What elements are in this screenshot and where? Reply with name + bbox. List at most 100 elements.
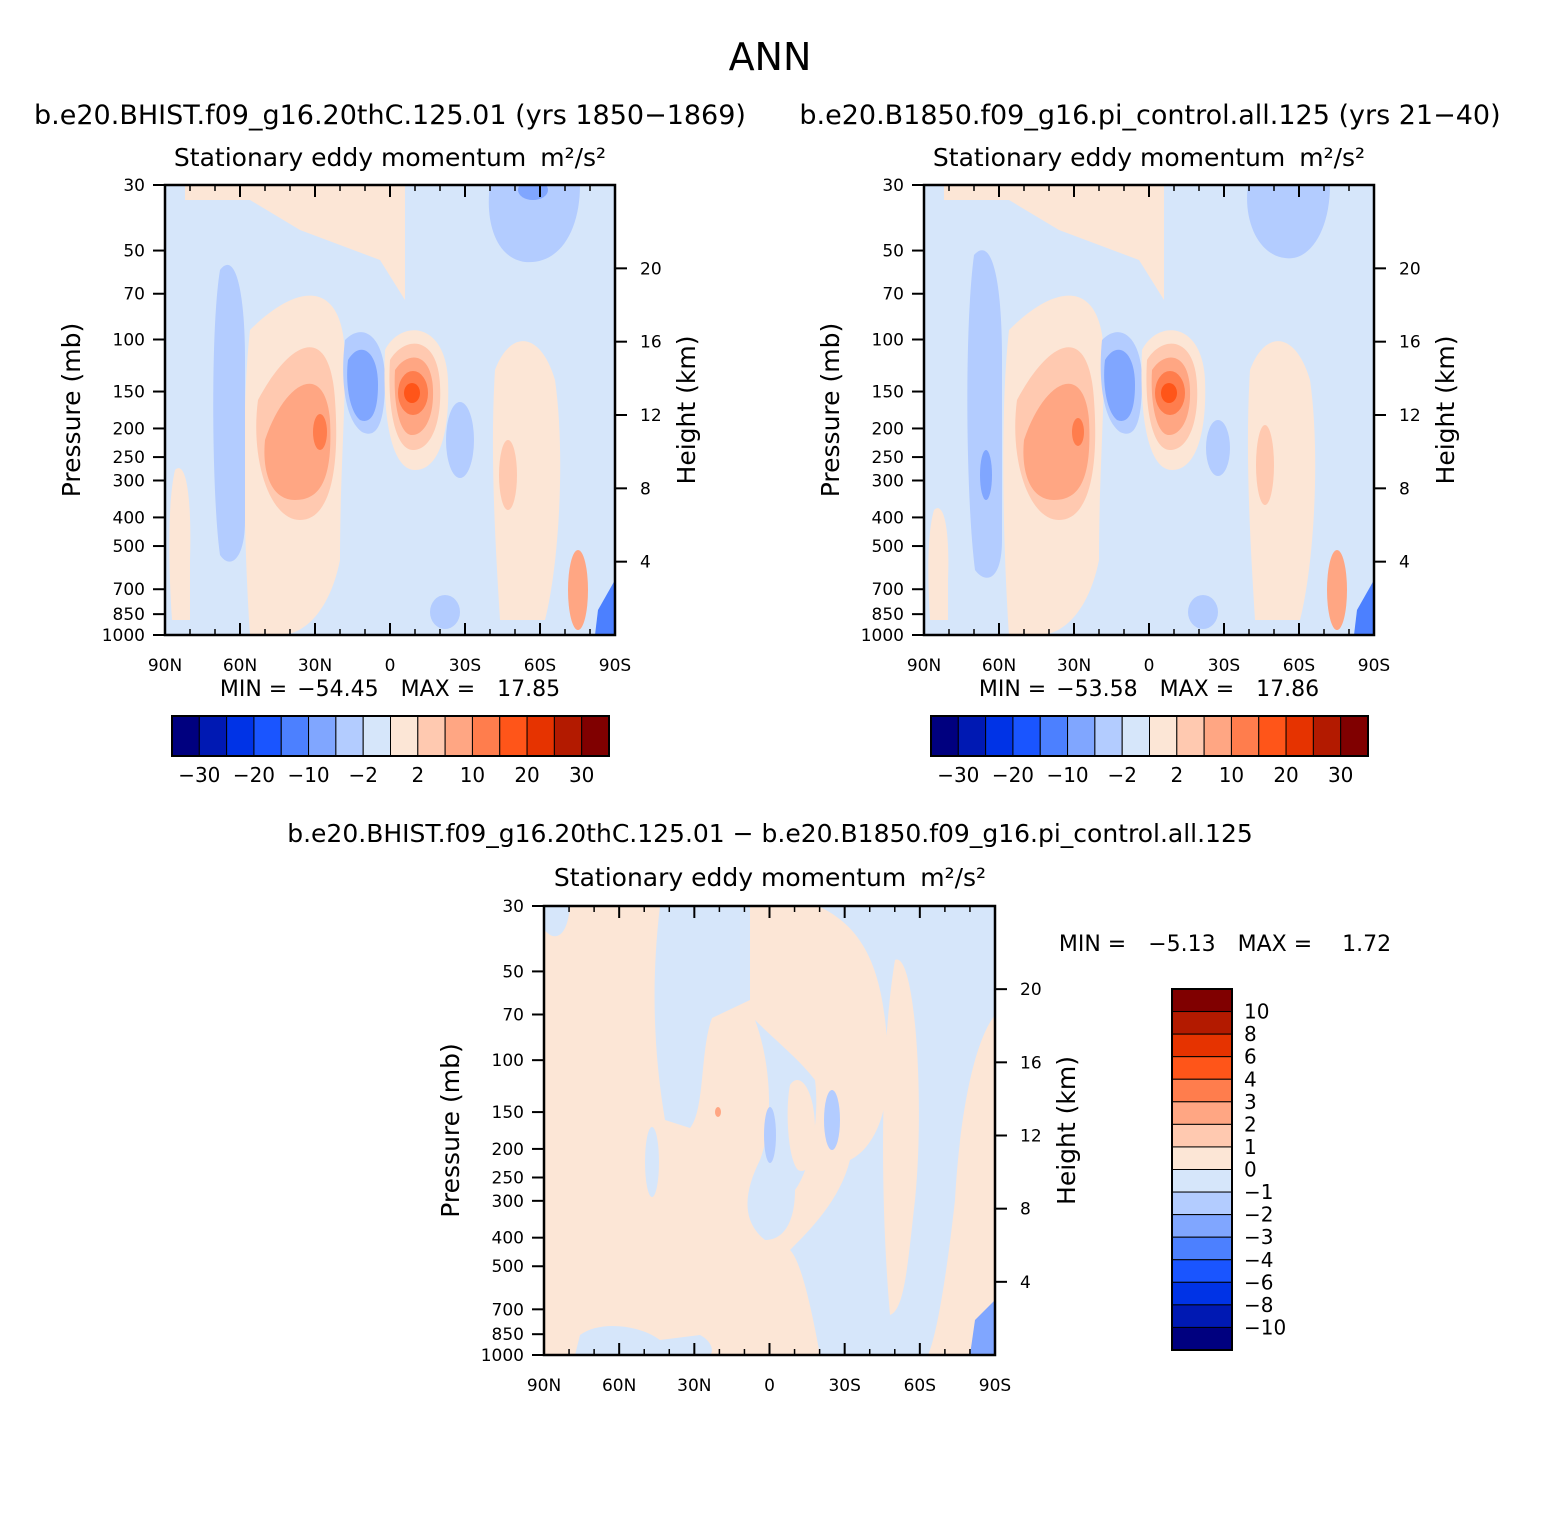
colorbar-label: 3 — [1244, 1090, 1257, 1114]
y-tick-label: 100 — [113, 331, 145, 351]
panel2-contour-neg-lower — [1188, 595, 1218, 629]
colorbar-swatch — [308, 715, 337, 757]
colorbar-label: −8 — [1244, 1293, 1273, 1317]
panel3-contour-neg-corner — [544, 906, 570, 937]
colorbar-label: −20 — [233, 763, 275, 787]
colorbar-label: −10 — [1046, 763, 1088, 787]
colorbar-frame — [171, 715, 610, 757]
panel2-contours — [924, 185, 1374, 635]
y-tick-label: 50 — [123, 242, 145, 262]
y-tick-label: 50 — [502, 962, 524, 982]
colorbar-swatch — [1171, 1214, 1233, 1238]
y-right-axis-label: Height (km) — [672, 336, 701, 485]
panel3-contour-neg-upper — [654, 906, 750, 1128]
panel3-contour-pos-15s — [787, 1080, 815, 1171]
x-tick-label: 30N — [1057, 656, 1091, 676]
x-tick-label: 0 — [385, 656, 396, 676]
colorbar-swatch — [390, 715, 419, 757]
y-tick-label: 1000 — [861, 626, 904, 646]
x-tick-label: 60S — [524, 656, 556, 676]
colorbar-swatch — [280, 715, 310, 757]
y-right-tick-label: 12 — [1399, 406, 1421, 426]
panel1-header: b.e20.BHIST.f09_g16.20thC.125.01 (yrs 18… — [34, 100, 746, 131]
colorbar-swatch — [1285, 715, 1314, 757]
y-tick-label: 700 — [492, 1300, 524, 1320]
y-tick-label: 70 — [882, 285, 904, 305]
x-tick-label: 90S — [599, 656, 631, 676]
y-tick-label: 400 — [872, 508, 904, 528]
y-tick-label: 1000 — [102, 626, 145, 646]
y-tick-label: 850 — [872, 605, 904, 625]
panel2-contour-neg-top — [1247, 185, 1330, 259]
panel3-stats: MIN = −5.13 MAX = 1.72 — [1059, 932, 1391, 957]
panel3-contour-neg-surface — [575, 1325, 712, 1355]
x-tick-label: 90S — [979, 1376, 1011, 1396]
x-tick-label: 90N — [527, 1376, 561, 1396]
y-tick-label: 700 — [113, 580, 145, 600]
panel3-plot-title: Stationary eddy momentum m²/s² — [554, 863, 986, 892]
y-right-tick-label: 12 — [640, 406, 662, 426]
y-tick-label: 400 — [492, 1229, 524, 1249]
y-tick-label: 300 — [872, 471, 904, 491]
y-right-tick-label: 4 — [1399, 553, 1410, 573]
colorbar-swatch — [1171, 1123, 1233, 1148]
panel2-contour-neg-15n-2 — [1104, 349, 1135, 421]
colorbar-swatch — [1171, 1326, 1233, 1351]
y-tick-label: 200 — [492, 1140, 524, 1160]
colorbar-swatch — [985, 715, 1014, 757]
y-tick-label: 850 — [492, 1325, 524, 1345]
panel1-stats: MIN = −54.45 MAX = 17.85 — [220, 677, 560, 702]
y-right-tick-label: 20 — [640, 259, 662, 279]
y-tick-label: 200 — [113, 419, 145, 439]
colorbar-swatch — [362, 715, 391, 757]
colorbar-swatch — [1171, 1281, 1233, 1306]
panel3-contour-neg-40n — [645, 1127, 659, 1197]
y-tick-label: 100 — [492, 1051, 524, 1071]
y-tick-label: 150 — [492, 1103, 524, 1123]
colorbar-swatch — [444, 715, 473, 757]
y-tick-label: 30 — [502, 897, 524, 917]
panel2-axes: 90N 60N 30N 0 30S 60S 90S 30 50 70 100 150 200 250 300… — [816, 176, 1460, 676]
colorbar-label: 20 — [514, 763, 539, 787]
y-tick-label: 30 — [882, 176, 904, 196]
x-tick-label: 60N — [223, 656, 257, 676]
colorbar-swatch — [1171, 988, 1233, 1013]
y-tick-label: 1000 — [481, 1346, 524, 1366]
colorbar-swatch — [930, 715, 959, 757]
x-tick-label: 90N — [148, 656, 182, 676]
x-tick-label: 0 — [764, 1376, 775, 1396]
colorbar-label: −4 — [1244, 1248, 1273, 1272]
colorbar-swatch — [417, 715, 446, 757]
y-tick-label: 150 — [113, 383, 145, 403]
y-tick-label: 700 — [872, 580, 904, 600]
x-tick-label: 60S — [1283, 656, 1315, 676]
colorbar-label: −30 — [178, 763, 220, 787]
colorbar-label: −3 — [1244, 1225, 1273, 1249]
y-axis-label: Pressure (mb) — [436, 1043, 465, 1217]
panel2: Stationary eddy momentum m²/s² — [816, 143, 1460, 787]
y-right-tick-label: 4 — [1020, 1273, 1031, 1293]
colorbar-swatch — [198, 715, 228, 757]
panel1-contours — [165, 185, 615, 635]
panel1-contour-pos-core — [313, 414, 327, 450]
colorbar-swatch — [1171, 1146, 1233, 1170]
panel2-contour-neg-pole — [1354, 580, 1374, 635]
panel2-contour-pos-70s — [1327, 550, 1347, 630]
colorbar-swatch — [1094, 715, 1123, 757]
panel3-contour-neg-small — [688, 996, 698, 1024]
colorbar-swatch — [1230, 715, 1260, 757]
panel3: Stationary eddy momentum m²/s² 90N 60N 30N 0… — [436, 863, 1391, 1396]
colorbar-label: 8 — [1244, 1022, 1257, 1046]
colorbar-label: 2 — [1170, 763, 1183, 787]
panel1-contour-pos-upper — [185, 185, 405, 300]
colorbar-label: 1 — [1244, 1135, 1257, 1159]
y-right-axis-label: Height (km) — [1052, 1056, 1081, 1205]
panel1: Stationary eddy momentum m²/s² — [57, 143, 701, 787]
y-tick-label: 500 — [113, 537, 145, 557]
colorbar-swatch — [1171, 1101, 1233, 1125]
colorbar-swatch — [1149, 715, 1178, 757]
colorbar-label: −6 — [1244, 1270, 1273, 1294]
panel2-header: b.e20.B1850.f09_g16.pi_control.all.125 (… — [799, 100, 1500, 131]
x-tick-label: 60N — [602, 1376, 636, 1396]
